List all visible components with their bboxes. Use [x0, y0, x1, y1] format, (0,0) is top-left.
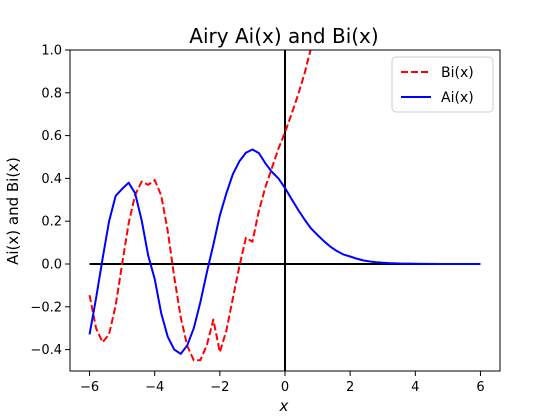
x-axis-ticks: −6 −4 −2 0 2 4 6: [80, 371, 485, 395]
x-tick-label: 0: [281, 380, 289, 395]
chart-title: Airy Ai(x) and Bi(x): [189, 24, 378, 48]
legend-label-ai: Ai(x): [441, 90, 474, 106]
x-tick-label: −4: [145, 380, 164, 395]
y-tick-label: 0.8: [41, 86, 62, 101]
x-tick-label: 6: [476, 380, 484, 395]
y-tick-label: 0.4: [41, 172, 62, 187]
y-tick-label: 0.2: [41, 215, 62, 230]
legend-label-bi: Bi(x): [441, 65, 474, 81]
y-tick-label: 0.0: [41, 258, 62, 273]
legend: Bi(x) Ai(x): [391, 56, 494, 113]
series-line-bi: [88, 50, 312, 362]
y-tick-label: 0.6: [41, 129, 62, 144]
series-line-ai: [88, 148, 481, 355]
x-tick-label: −6: [80, 380, 99, 395]
y-tick-label: −0.4: [30, 343, 62, 358]
x-tick-label: −2: [210, 380, 229, 395]
x-tick-label: 4: [411, 380, 419, 395]
y-tick-label: −0.2: [30, 300, 62, 315]
y-tick-label: 1.0: [41, 44, 62, 59]
plot-lines: [88, 50, 481, 371]
y-axis-label: Ai(x) and Bi(x): [4, 157, 22, 265]
y-axis-ticks: −0.4 −0.2 0.0 0.2 0.4 0.6 0.8 1.0: [30, 44, 70, 358]
x-tick-label: 2: [346, 380, 354, 395]
x-axis-label: x: [279, 397, 289, 415]
legend-box: [391, 56, 494, 113]
